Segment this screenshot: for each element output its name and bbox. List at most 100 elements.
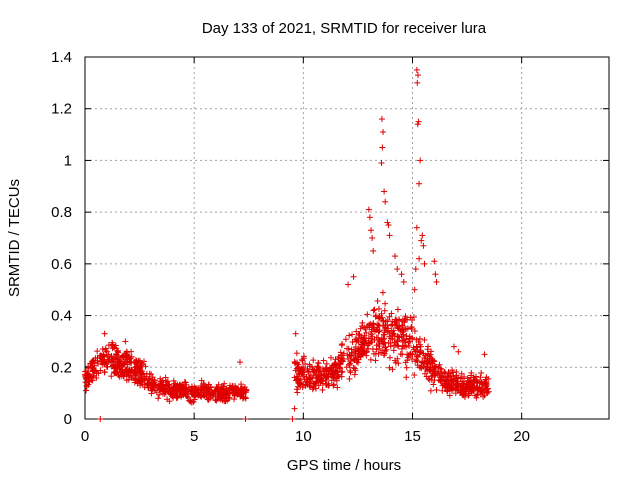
data-point	[333, 361, 340, 368]
data-point	[231, 383, 238, 390]
data-point	[319, 386, 326, 393]
data-point	[367, 340, 374, 347]
data-point	[132, 368, 139, 375]
data-point	[162, 374, 169, 381]
data-point	[292, 330, 299, 337]
data-point	[297, 380, 304, 387]
data-point	[148, 390, 155, 397]
data-point	[372, 312, 379, 319]
data-point	[398, 271, 405, 278]
data-point	[355, 332, 362, 339]
data-point	[417, 157, 424, 164]
data-point	[340, 355, 347, 362]
data-point	[370, 320, 377, 327]
data-point	[151, 377, 158, 384]
data-point	[189, 391, 196, 398]
data-point	[394, 266, 401, 273]
data-point	[213, 397, 220, 404]
data-point	[384, 219, 391, 226]
data-point	[170, 377, 177, 384]
data-point	[479, 381, 486, 388]
data-point	[402, 359, 409, 366]
data-point	[391, 318, 398, 325]
data-point	[239, 386, 246, 393]
data-point	[381, 188, 388, 195]
data-point	[330, 368, 337, 375]
data-point	[94, 348, 101, 355]
data-point	[468, 387, 475, 394]
data-point	[420, 242, 427, 249]
data-point	[357, 325, 364, 332]
data-point	[307, 374, 314, 381]
data-point	[433, 278, 440, 285]
data-point	[431, 258, 438, 265]
data-point	[124, 365, 131, 372]
data-point	[184, 394, 191, 401]
data-point	[414, 72, 421, 79]
data-point	[421, 360, 428, 367]
data-point	[142, 375, 149, 382]
data-point	[148, 371, 155, 378]
y-tick-label: 1.4	[51, 49, 72, 66]
data-point	[458, 388, 465, 395]
data-point	[359, 339, 366, 346]
data-point	[86, 374, 93, 381]
data-point	[453, 382, 460, 389]
data-point	[370, 350, 377, 357]
data-point	[374, 297, 381, 304]
data-point	[403, 374, 410, 381]
data-point	[309, 386, 316, 393]
data-point	[381, 327, 388, 334]
data-point	[330, 369, 337, 376]
data-point	[455, 348, 462, 355]
data-point	[302, 360, 309, 367]
data-point	[337, 349, 344, 356]
data-point	[468, 380, 475, 387]
data-point	[124, 349, 131, 356]
data-point	[378, 160, 385, 167]
data-point	[417, 348, 424, 355]
data-point	[315, 373, 322, 380]
data-point	[446, 392, 453, 399]
data-point	[173, 388, 180, 395]
data-point	[400, 278, 407, 285]
data-point	[352, 353, 359, 360]
data-point	[366, 322, 373, 329]
data-point	[366, 214, 373, 221]
data-point	[376, 328, 383, 335]
data-point	[119, 366, 126, 373]
data-point	[319, 377, 326, 384]
data-point	[389, 366, 396, 373]
data-point	[335, 371, 342, 378]
data-point	[375, 345, 382, 352]
data-point	[237, 359, 244, 366]
data-point	[330, 381, 337, 388]
data-point	[172, 390, 179, 397]
data-point	[386, 313, 393, 320]
data-point	[416, 255, 423, 262]
data-point	[306, 363, 313, 370]
data-point	[380, 128, 387, 135]
x-tick-label: 0	[81, 428, 89, 445]
data-point	[447, 372, 454, 379]
data-point	[323, 381, 330, 388]
data-point	[464, 375, 471, 382]
data-point	[90, 365, 97, 372]
data-point	[135, 357, 142, 364]
data-point	[485, 375, 492, 382]
data-point	[107, 354, 114, 361]
y-tick-label: 0.4	[51, 308, 72, 325]
y-tick-label: 0.6	[51, 256, 72, 273]
data-point	[231, 396, 238, 403]
data-point	[415, 118, 422, 125]
data-point	[345, 281, 352, 288]
data-point	[108, 363, 115, 370]
data-point	[353, 336, 360, 343]
data-point	[314, 375, 321, 382]
data-point	[291, 405, 298, 412]
data-point	[184, 386, 191, 393]
data-point	[485, 388, 492, 395]
data-point	[376, 314, 383, 321]
data-point	[240, 394, 247, 401]
data-point	[349, 338, 356, 345]
